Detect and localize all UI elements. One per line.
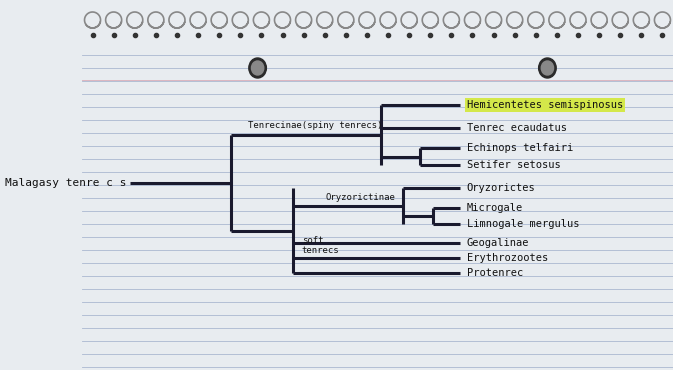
Circle shape	[252, 61, 264, 75]
Text: Tenrecinae(spiny tenrecs): Tenrecinae(spiny tenrecs)	[248, 121, 382, 130]
Text: Erythrozootes: Erythrozootes	[466, 253, 548, 263]
Text: Oryzorictinae: Oryzorictinae	[326, 193, 396, 202]
Text: soft
tenrecs: soft tenrecs	[302, 235, 339, 255]
Circle shape	[538, 58, 556, 78]
Text: Echinops telfairi: Echinops telfairi	[466, 143, 573, 153]
Text: Hemicentetes semispinosus: Hemicentetes semispinosus	[466, 100, 623, 110]
Text: Setifer setosus: Setifer setosus	[466, 160, 561, 170]
Text: Geogalinae: Geogalinae	[466, 238, 529, 248]
Circle shape	[249, 58, 267, 78]
Text: Malagasy tenre c s: Malagasy tenre c s	[5, 178, 127, 188]
Text: Tenrec ecaudatus: Tenrec ecaudatus	[466, 123, 567, 133]
Text: Limnogale mergulus: Limnogale mergulus	[466, 219, 579, 229]
Text: Oryzorictes: Oryzorictes	[466, 183, 536, 193]
Text: Microgale: Microgale	[466, 203, 523, 213]
Circle shape	[541, 61, 554, 75]
Text: Protenrec: Protenrec	[466, 268, 523, 278]
